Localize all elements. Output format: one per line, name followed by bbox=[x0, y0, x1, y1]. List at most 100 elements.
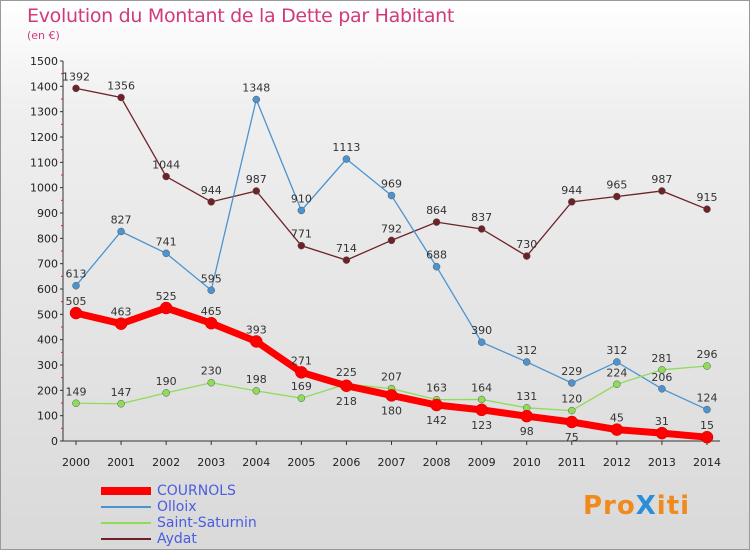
data-label: 218 bbox=[336, 395, 357, 408]
legend: COURNOLS Olloix Saint-Saturnin Aydat bbox=[101, 483, 257, 547]
data-label: 595 bbox=[201, 272, 222, 285]
data-point bbox=[658, 385, 666, 393]
data-point bbox=[568, 198, 576, 206]
y-tick-label: 1200 bbox=[30, 131, 58, 144]
y-tick-label: 500 bbox=[37, 308, 58, 321]
data-label: 206 bbox=[651, 371, 672, 384]
data-point bbox=[72, 399, 80, 408]
legend-swatch bbox=[101, 522, 151, 524]
y-tick-label: 600 bbox=[37, 283, 58, 296]
chart-subtitle: (en €) bbox=[27, 29, 60, 42]
data-point bbox=[658, 366, 666, 374]
x-tick-label: 2008 bbox=[423, 456, 451, 469]
legend-item: Aydat bbox=[101, 531, 257, 547]
data-point bbox=[430, 398, 443, 412]
data-label: 525 bbox=[156, 290, 177, 303]
data-point bbox=[297, 206, 306, 215]
data-label: 164 bbox=[471, 381, 492, 394]
data-point bbox=[162, 389, 170, 397]
data-point bbox=[340, 379, 353, 393]
data-label: 45 bbox=[610, 412, 624, 425]
legend-swatch bbox=[101, 506, 151, 508]
data-point bbox=[658, 187, 666, 195]
data-label: 393 bbox=[246, 323, 267, 336]
data-point bbox=[700, 430, 714, 444]
data-label: 987 bbox=[651, 173, 672, 186]
data-point bbox=[295, 366, 308, 379]
data-label: 688 bbox=[426, 249, 447, 262]
data-point bbox=[522, 358, 531, 366]
data-label: 163 bbox=[426, 382, 447, 395]
data-label: 312 bbox=[516, 344, 537, 357]
data-label: 149 bbox=[66, 385, 87, 398]
data-point bbox=[703, 362, 711, 370]
data-point bbox=[613, 380, 621, 389]
data-label: 1348 bbox=[242, 82, 270, 95]
data-point bbox=[250, 335, 263, 348]
y-tick-label: 1100 bbox=[30, 156, 58, 169]
data-label: 180 bbox=[381, 404, 402, 417]
x-tick-label: 2010 bbox=[513, 456, 541, 469]
y-tick-label: 100 bbox=[37, 410, 58, 423]
data-label: 1044 bbox=[152, 159, 180, 172]
data-label: 296 bbox=[697, 348, 718, 361]
y-tick-label: 1300 bbox=[30, 106, 58, 119]
data-point bbox=[252, 187, 261, 195]
data-point bbox=[613, 192, 621, 201]
x-tick-label: 2009 bbox=[468, 456, 496, 469]
data-point bbox=[522, 252, 531, 260]
data-point bbox=[477, 395, 486, 404]
data-point bbox=[117, 227, 125, 236]
data-point bbox=[565, 415, 579, 429]
x-tick-label: 2002 bbox=[152, 456, 180, 469]
data-label: 827 bbox=[111, 213, 132, 226]
data-label: 120 bbox=[561, 393, 582, 406]
data-label: 915 bbox=[697, 191, 718, 204]
data-label: 910 bbox=[291, 192, 312, 205]
data-label: 15 bbox=[700, 419, 714, 432]
data-point bbox=[703, 205, 711, 213]
x-tick-label: 2005 bbox=[287, 456, 315, 469]
legend-item: COURNOLS bbox=[101, 483, 257, 499]
data-label: 792 bbox=[381, 222, 402, 235]
data-label: 207 bbox=[381, 371, 402, 384]
legend-label: COURNOLS bbox=[157, 483, 236, 499]
data-point bbox=[207, 198, 215, 206]
data-label: 465 bbox=[201, 305, 222, 318]
data-label: 969 bbox=[381, 178, 402, 191]
y-tick-label: 300 bbox=[37, 359, 58, 372]
data-point bbox=[117, 93, 125, 102]
data-point bbox=[477, 338, 486, 346]
data-label: 225 bbox=[336, 366, 357, 379]
data-label: 147 bbox=[111, 386, 132, 399]
data-label: 190 bbox=[156, 375, 177, 388]
proxiti-logo: ProXiti bbox=[583, 491, 691, 521]
x-tick-label: 2004 bbox=[242, 456, 270, 469]
y-tick-label: 1400 bbox=[30, 80, 58, 93]
data-point bbox=[385, 389, 398, 402]
data-label: 229 bbox=[561, 365, 582, 378]
y-tick-label: 800 bbox=[37, 232, 58, 245]
data-point bbox=[207, 286, 215, 295]
data-point bbox=[162, 249, 170, 258]
data-label: 771 bbox=[291, 228, 312, 241]
data-point bbox=[162, 172, 170, 181]
x-tick-label: 2001 bbox=[107, 456, 135, 469]
y-tick-label: 1500 bbox=[30, 55, 58, 68]
data-point bbox=[703, 405, 711, 414]
data-point bbox=[342, 256, 351, 264]
y-tick-label: 0 bbox=[51, 435, 58, 448]
y-tick-label: 1000 bbox=[30, 182, 58, 195]
data-label: 131 bbox=[516, 390, 537, 403]
data-point bbox=[655, 426, 669, 440]
data-point bbox=[568, 379, 576, 387]
data-point bbox=[475, 403, 488, 417]
data-label: 741 bbox=[156, 235, 177, 248]
data-label: 124 bbox=[697, 392, 718, 405]
x-tick-label: 2003 bbox=[197, 456, 225, 469]
data-label: 142 bbox=[426, 414, 447, 427]
data-point bbox=[207, 378, 215, 387]
data-point bbox=[69, 306, 83, 320]
legend-label: Saint-Saturnin bbox=[157, 515, 257, 531]
